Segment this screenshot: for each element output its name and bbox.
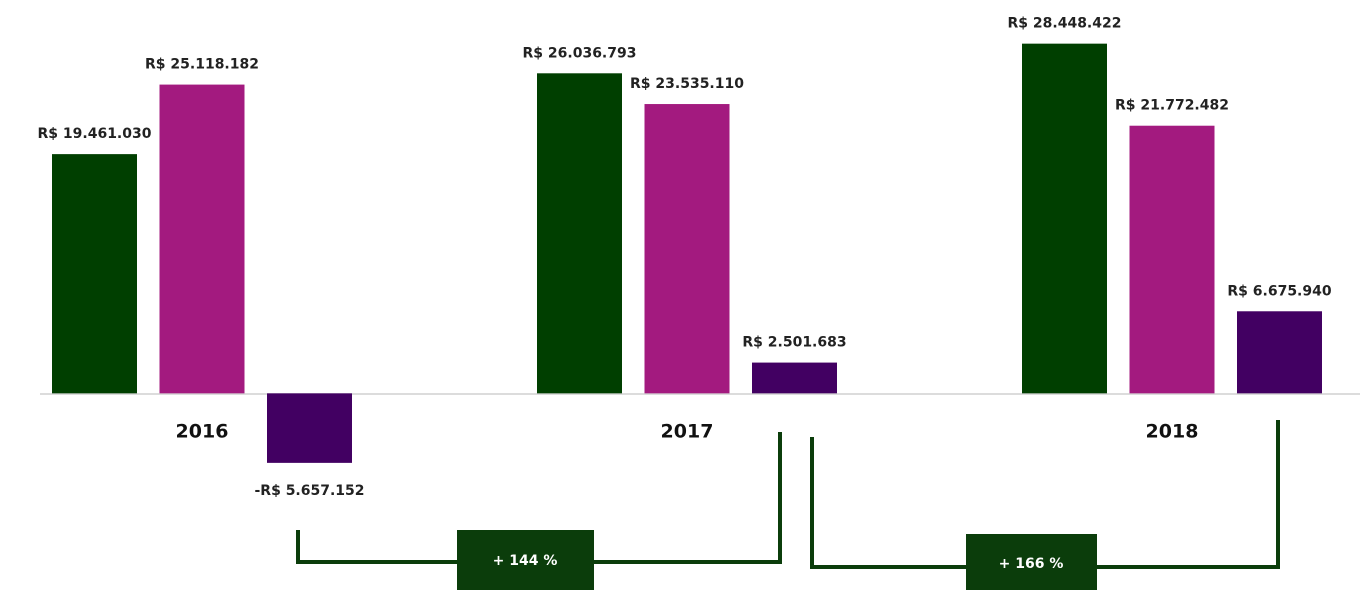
data-label: -R$ 5.657.152 [254, 483, 364, 499]
data-label: R$ 6.675.940 [1227, 283, 1331, 299]
bar [159, 84, 245, 394]
bar [752, 362, 837, 394]
bar [267, 393, 352, 463]
x-tick-label: 2016 [176, 421, 229, 443]
bar [1022, 43, 1107, 394]
annotation-box [966, 534, 1097, 590]
data-label: R$ 2.501.683 [742, 335, 846, 351]
data-label: R$ 26.036.793 [523, 45, 637, 61]
data-label: R$ 28.448.422 [1008, 16, 1122, 32]
data-label: R$ 23.535.110 [630, 76, 744, 92]
annotation-box [457, 530, 594, 590]
data-label: R$ 21.772.482 [1115, 98, 1229, 114]
data-label: R$ 19.461.030 [38, 126, 152, 142]
data-label: R$ 25.118.182 [145, 57, 259, 73]
x-tick-label: 2018 [1146, 421, 1199, 443]
bar [537, 73, 622, 394]
bar [644, 104, 730, 394]
bar [52, 154, 137, 394]
annotation: + 144 % [493, 553, 558, 569]
bar [1237, 311, 1322, 394]
x-tick-label: 2017 [661, 421, 714, 443]
bar [1129, 125, 1215, 394]
annotation: + 166 % [999, 556, 1064, 572]
bracket [296, 420, 1280, 569]
